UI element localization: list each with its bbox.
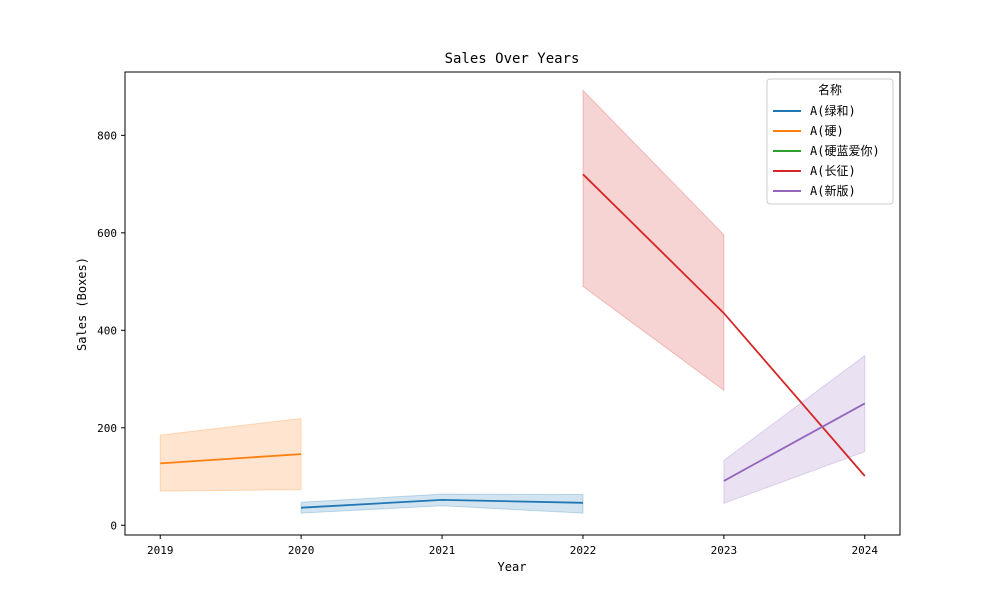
- plot-frame: [124, 71, 901, 536]
- x-axis-label: Year: [498, 560, 527, 574]
- x-tick-label: 2022: [570, 544, 597, 557]
- confidence-band-1: [159, 417, 302, 492]
- legend-items: A(绿和) A(硬) A(硬蓝爱你) A(长征) A(新版): [773, 103, 880, 198]
- x-tick-label: 2024: [852, 544, 879, 557]
- legend-label: A(绿和): [810, 103, 856, 118]
- series-line-3: [582, 173, 866, 477]
- x-tick-label: 2021: [429, 544, 456, 557]
- legend: 名称 A(绿和) A(硬) A(硬蓝爱你) A(长征) A(新版): [766, 78, 894, 205]
- y-axis-label: Sales (Boxes): [75, 257, 89, 351]
- series-line-4: [723, 402, 866, 482]
- legend-label: A(硬): [810, 124, 844, 138]
- y-tick-label: 800: [97, 129, 117, 142]
- confidence-band-3: [582, 89, 725, 392]
- confidence-band-0: [300, 493, 584, 514]
- confidence-band-4: [723, 354, 866, 505]
- legend-label: A(硬蓝爱你): [810, 144, 880, 158]
- y-tick-label: 400: [97, 324, 117, 337]
- chart-title: Sales Over Years: [445, 51, 580, 67]
- x-axis-ticks: 2019 2020 2021 2022 2023 2024: [147, 535, 878, 557]
- confidence-bands: [159, 89, 866, 514]
- legend-title: 名称: [818, 82, 842, 97]
- series-line-0: [301, 498, 584, 509]
- y-tick-label: 600: [97, 227, 117, 240]
- y-tick-label: 0: [110, 519, 117, 532]
- x-tick-label: 2020: [288, 544, 315, 557]
- x-tick-label: 2023: [711, 544, 738, 557]
- x-tick-label: 2019: [147, 544, 174, 557]
- legend-label: A(长征): [810, 164, 856, 178]
- y-tick-label: 200: [97, 422, 117, 435]
- legend-label: A(新版): [810, 183, 856, 198]
- series-lines: [160, 173, 866, 509]
- series-line-1: [160, 453, 302, 465]
- y-axis-ticks: 0 200 400 600 800: [97, 129, 125, 532]
